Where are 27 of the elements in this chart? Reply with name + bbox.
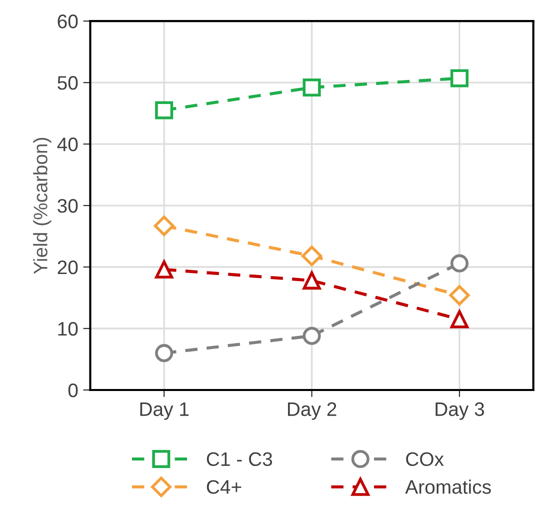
- x-tick-label: Day 3: [436, 402, 484, 420]
- point: [449, 285, 470, 306]
- x-tick-label: Day 2: [288, 402, 336, 420]
- point: [302, 246, 322, 266]
- legend-label: C4+: [206, 480, 242, 494]
- point: [155, 344, 174, 362]
- legend-label: C1 - C3: [206, 452, 272, 466]
- legend-label: COx: [406, 452, 444, 466]
- y-tick-label: 20: [58, 260, 78, 274]
- y-tick-label: 30: [58, 199, 78, 213]
- legend-label: Aromatics: [405, 480, 491, 494]
- point: [450, 310, 469, 328]
- y-tick-label: 60: [58, 14, 78, 28]
- point: [302, 78, 321, 97]
- y-tick-label: 40: [57, 138, 78, 152]
- point: [155, 101, 174, 120]
- point: [154, 216, 174, 236]
- y-tick-label: 0: [68, 383, 78, 398]
- x-tick-label: Day 1: [140, 402, 189, 420]
- point: [302, 272, 321, 290]
- point: [450, 254, 469, 272]
- point: [302, 326, 321, 345]
- y-tick-label: 10: [58, 322, 78, 336]
- y-tick-label: 50: [58, 76, 78, 90]
- point: [155, 260, 174, 278]
- y-axis-title: Yield (%carbon): [33, 138, 52, 274]
- point: [450, 69, 469, 88]
